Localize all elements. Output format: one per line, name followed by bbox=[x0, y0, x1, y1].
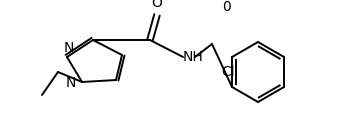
Text: N: N bbox=[66, 76, 76, 90]
Text: Cl: Cl bbox=[221, 65, 235, 79]
Text: O: O bbox=[152, 0, 163, 10]
Text: N: N bbox=[64, 41, 74, 55]
Text: 0: 0 bbox=[222, 0, 230, 14]
Text: NH: NH bbox=[183, 50, 204, 64]
